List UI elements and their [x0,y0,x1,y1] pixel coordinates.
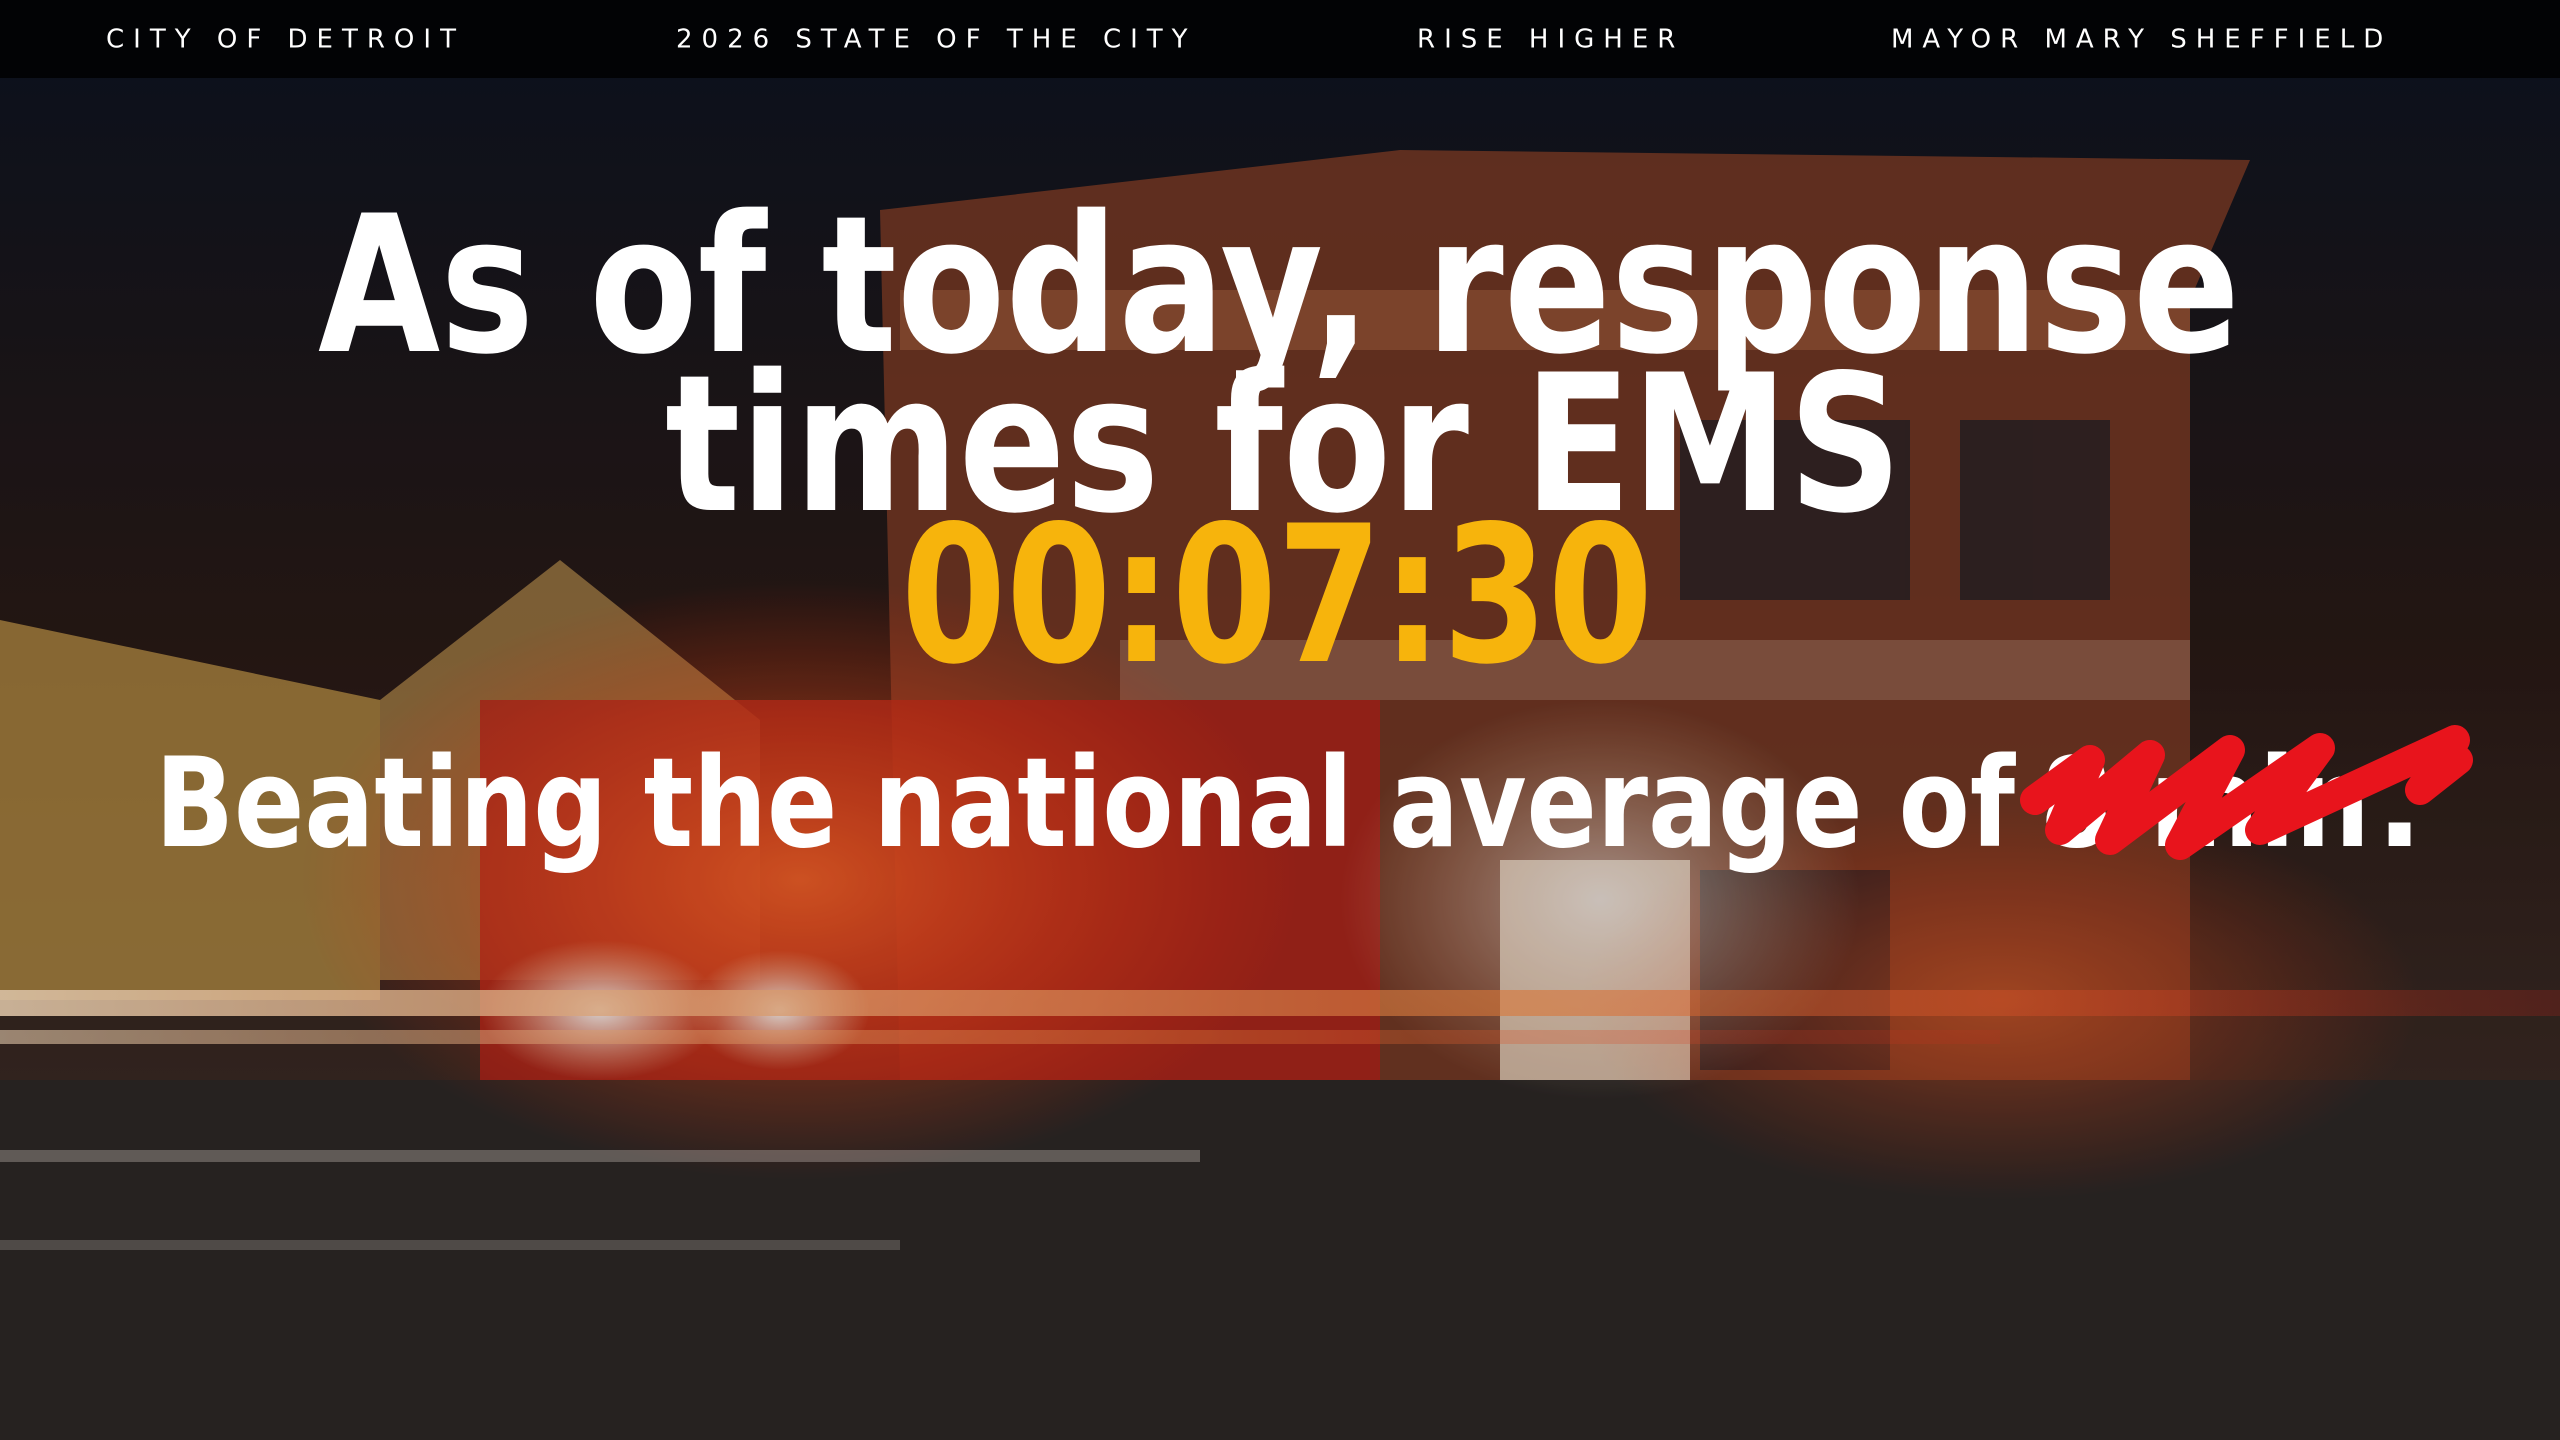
scribble [2020,725,2473,860]
nav-item[interactable]: RISE HIGHER [1417,25,1684,55]
headline: As of today, response [318,175,2240,396]
nav-item[interactable]: 2026 STATE OF THE CITY [676,25,1197,55]
headline: times for EMS [665,334,1902,555]
subline: Beating the national average of [155,732,2017,876]
nav-item[interactable]: MAYOR MARY SHEFFIELD [1891,25,2392,55]
top-bar [0,0,2560,78]
nav-item[interactable]: CITY OF DETROIT [106,25,465,55]
timer: 00:07:30 [901,485,1653,706]
